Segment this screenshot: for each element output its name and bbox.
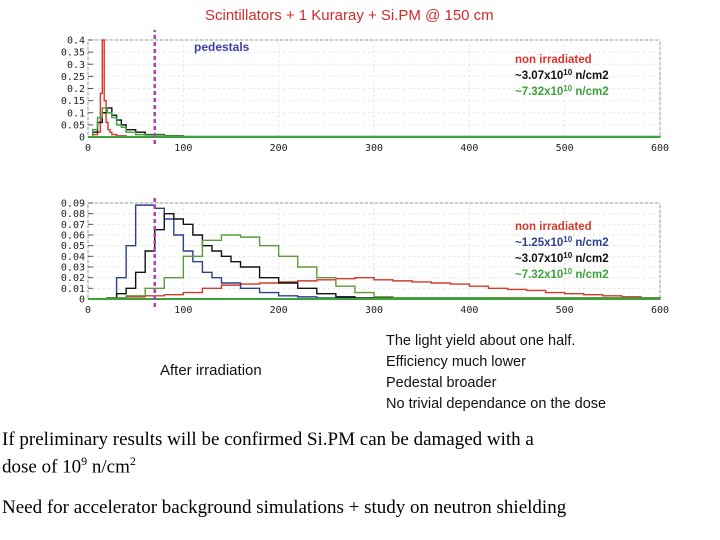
legend-entry-1: non irradiated — [515, 221, 592, 233]
legend-entry-1: non irradiated — [515, 54, 592, 66]
observation-2: Efficiency much lower — [386, 354, 526, 370]
conclusion-line-3: Need for accelerator background simulati… — [2, 497, 567, 518]
x-tick-label: 400 — [460, 305, 478, 316]
series-line-1 — [88, 276, 661, 300]
series-line-4 — [88, 234, 661, 300]
irradiation-histogram-plot: 0 100 200 300 400 500 600 00.010.020.030.040.05… — [61, 195, 669, 316]
conclusion-line-2: dose of 109 n/cm2 — [2, 454, 136, 478]
y-tick-label: 0.2 — [67, 84, 85, 95]
legend-entry-2: ~3.07x1010 n/cm2 — [515, 68, 609, 82]
y-tick-label: 0.15 — [61, 96, 85, 107]
x-tick-label: 200 — [270, 305, 288, 316]
x-tick-label: 0 — [85, 305, 91, 316]
legend-entry-2: ~1.25x1010 n/cm2 — [515, 235, 609, 249]
chart-title: Scintillators + 1 Kuraray + Si.PM @ 150 … — [205, 7, 494, 24]
y-tick-label: 0.01 — [61, 284, 85, 295]
pedestals-label: pedestals — [194, 40, 250, 54]
y-tick-label: 0.08 — [61, 209, 85, 220]
x-tick-label: 500 — [556, 305, 574, 316]
x-tick-label: 0 — [85, 143, 91, 154]
x-tick-label: 300 — [365, 143, 383, 154]
y-tick-label: 0.1 — [67, 108, 85, 119]
y-tick-label: 0.4 — [67, 36, 85, 47]
y-tick-label: 0.03 — [61, 263, 85, 274]
y-tick-label: 0 — [79, 133, 85, 144]
y-tick-label: 0.07 — [61, 220, 85, 231]
series-line-3 — [88, 107, 661, 138]
legend-entry-3: ~7.32x1010 n/cm2 — [515, 84, 609, 98]
after-irradiation-label: After irradiation — [160, 362, 262, 379]
observations-list: The light yield about one half. Efficien… — [386, 331, 606, 415]
y-tick-label: 0.25 — [61, 72, 85, 83]
pedestal-histogram-plot: 0 100 200 300 400 500 60000.050.10.150.20.250.… — [61, 30, 669, 154]
x-tick-label: 100 — [174, 305, 192, 316]
x-tick-label: 600 — [651, 143, 669, 154]
x-tick-label: 300 — [365, 305, 383, 316]
legend-entry-3: ~3.07x1010 n/cm2 — [515, 251, 609, 265]
observation-3: Pedestal broader — [386, 375, 497, 391]
series-line-2 — [88, 204, 660, 300]
y-tick-label: 0.3 — [67, 60, 85, 71]
y-tick-label: 0.09 — [61, 199, 85, 210]
y-tick-label: 0.02 — [61, 273, 85, 284]
y-tick-label: 0.04 — [61, 252, 85, 263]
y-tick-label: 0.06 — [61, 231, 85, 242]
dose-prefix: dose of 10 — [2, 456, 82, 478]
dose-unit-exponent: 2 — [129, 454, 136, 468]
conclusion-line-1: If preliminary results will be confirmed… — [2, 429, 534, 450]
x-tick-label: 100 — [174, 143, 192, 154]
x-tick-label: 500 — [556, 143, 574, 154]
y-tick-label: 0.35 — [61, 48, 85, 59]
x-tick-label: 400 — [460, 143, 478, 154]
dose-unit: n/cm — [87, 456, 130, 478]
y-tick-label: 0.05 — [61, 120, 85, 131]
legend-entry-4: ~7.32x1010 n/cm2 — [515, 267, 609, 281]
dose-exponent: 9 — [81, 454, 88, 468]
x-tick-label: 600 — [651, 305, 669, 316]
y-tick-label: 0 — [79, 295, 85, 306]
y-tick-label: 0.05 — [61, 241, 85, 252]
observation-1: The light yield about one half. — [386, 333, 576, 349]
observation-4: No trivial dependance on the dose — [386, 396, 607, 412]
x-tick-label: 200 — [270, 143, 288, 154]
